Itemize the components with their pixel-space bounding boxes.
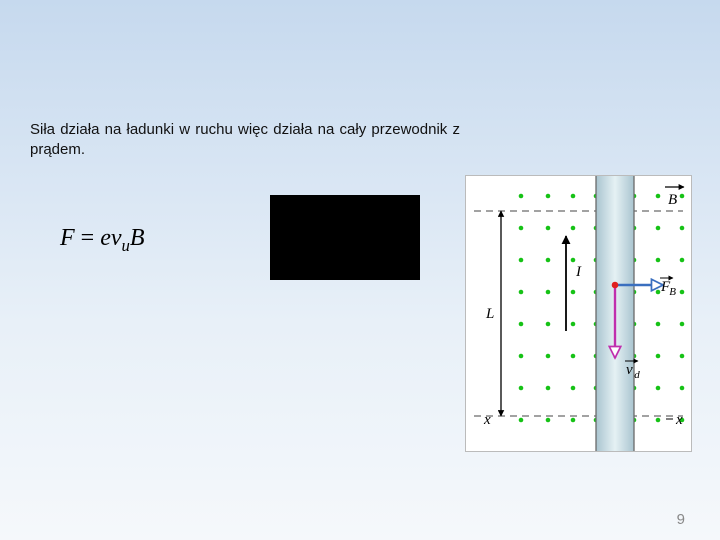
figure-wire-in-field: BFBvdLIxx [465,175,692,452]
figure-svg: BFBvdLIxx [466,176,691,451]
formula-eq: = [75,225,101,251]
formula-force: F = evuB [60,225,145,256]
svg-text:L: L [485,306,494,322]
svg-text:v: v [626,362,633,378]
svg-text:x: x [483,412,491,428]
body-text: Siła działa na ładunki w ruchu więc dzia… [30,120,460,161]
formula-e: e [100,225,111,251]
page-number: 9 [677,511,685,528]
slide: Siła działa na ładunki w ruchu więc dzia… [0,0,720,540]
svg-text:B: B [669,286,676,298]
formula-v: v [111,225,122,251]
svg-text:I: I [575,264,582,280]
black-box [270,195,420,280]
formula-B: B [130,225,145,251]
svg-text:B: B [668,192,677,208]
formula-v-sub: u [122,236,130,255]
svg-text:x: x [675,412,683,428]
svg-text:d: d [634,369,640,381]
formula-lhs: F [60,225,75,251]
